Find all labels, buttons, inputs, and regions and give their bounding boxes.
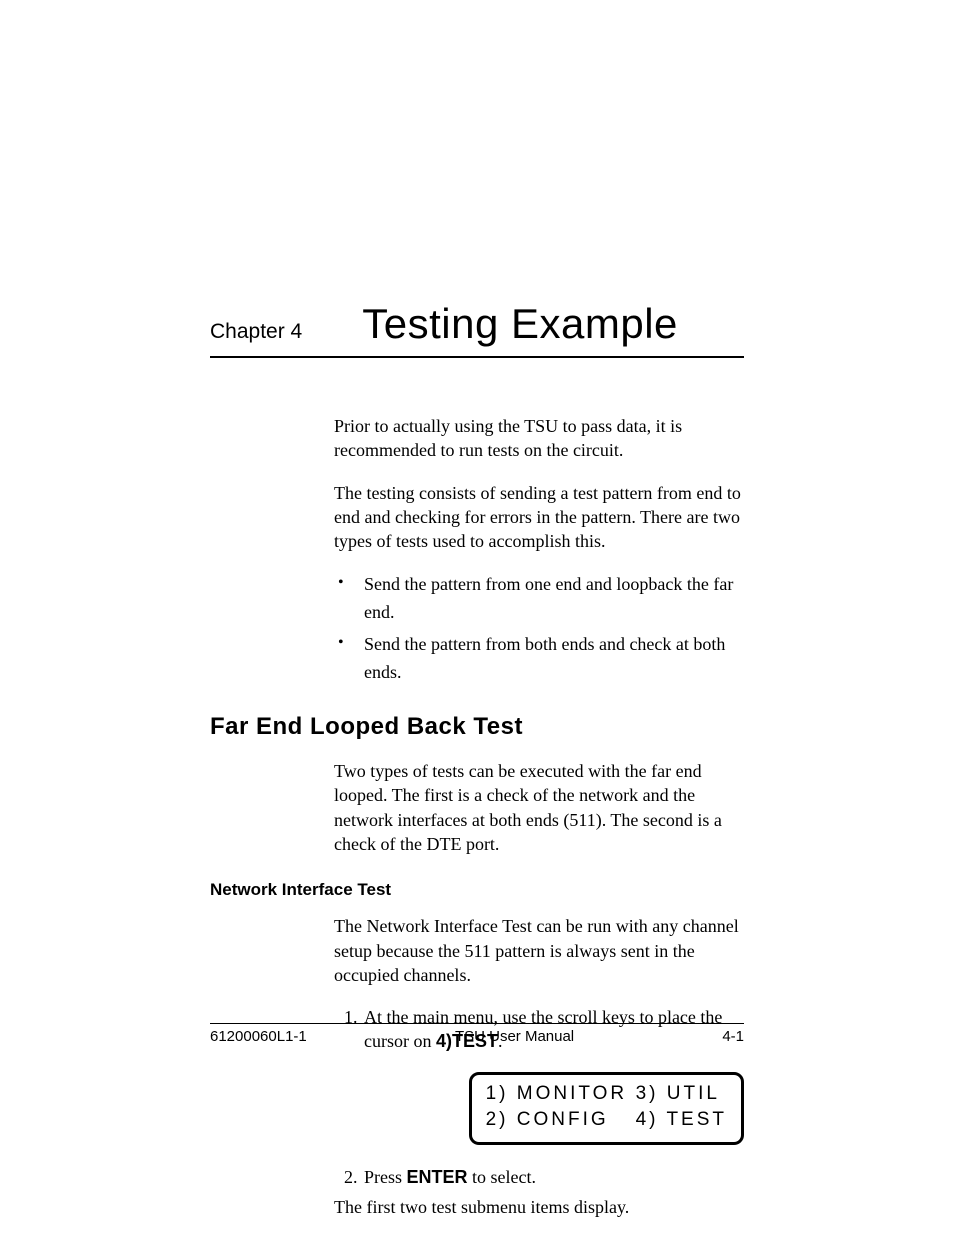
intro-bullet-list: Send the pattern from one end and loopba… xyxy=(334,571,744,687)
lcd-row-1: 1) MONITOR 3) UTIL xyxy=(486,1081,727,1108)
bullet-item: Send the pattern from one end and loopba… xyxy=(334,571,744,627)
chapter-label: Chapter 4 xyxy=(210,320,302,344)
footer-center: TSU User Manual xyxy=(455,1028,574,1045)
lcd-cell: 1) MONITOR xyxy=(486,1081,636,1108)
step-2: Press ENTER to select. xyxy=(362,1165,744,1189)
lcd-cell: 3) UTIL xyxy=(636,1081,720,1108)
lcd-display: 1) MONITOR 3) UTIL 2) CONFIG 4) TEST xyxy=(469,1072,744,1145)
subsection-paragraph: The Network Interface Test can be run wi… xyxy=(334,914,744,987)
footer-right: 4-1 xyxy=(722,1028,744,1045)
lcd-cell: 2) CONFIG xyxy=(486,1107,636,1134)
note-text: The first two test submenu items display… xyxy=(334,1195,744,1220)
chapter-header: Chapter 4 Testing Example xyxy=(210,300,744,358)
footer-left: 61200060L1-1 xyxy=(210,1028,307,1045)
section-heading: Far End Looped Back Test xyxy=(210,713,744,741)
lcd-cell: 4) TEST xyxy=(636,1107,727,1134)
step-2-bold: ENTER xyxy=(407,1167,468,1187)
step-2-text-suffix: to select. xyxy=(468,1167,536,1187)
step-2-text-prefix: Press xyxy=(364,1167,407,1187)
lcd-display-wrap: 1) MONITOR 3) UTIL 2) CONFIG 4) TEST xyxy=(334,1072,744,1145)
intro-paragraph-2: The testing consists of sending a test p… xyxy=(334,481,744,554)
chapter-title: Testing Example xyxy=(362,300,678,348)
section-paragraph: Two types of tests can be executed with … xyxy=(334,759,744,856)
bullet-item: Send the pattern from both ends and chec… xyxy=(334,631,744,687)
page-footer: 61200060L1-1 TSU User Manual 4-1 xyxy=(210,1023,744,1045)
subsection-heading: Network Interface Test xyxy=(210,880,744,900)
lcd-row-2: 2) CONFIG 4) TEST xyxy=(486,1107,727,1134)
intro-paragraph-1: Prior to actually using the TSU to pass … xyxy=(334,414,744,463)
steps-list-2: Press ENTER to select. xyxy=(334,1165,744,1189)
